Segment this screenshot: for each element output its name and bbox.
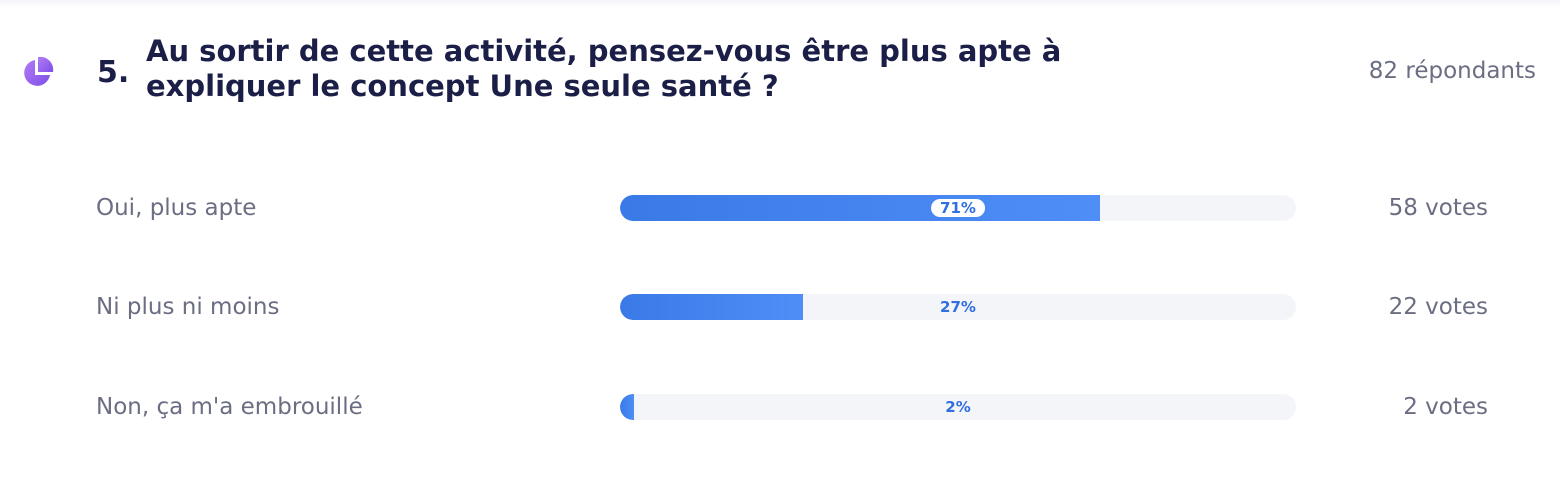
option-label: Oui, plus apte [96,195,257,221]
result-row: Oui, plus apte 71% 58 votes [0,188,1560,228]
bar-track: 71% [620,195,1296,221]
result-row: Non, ça m'a embrouillé 2% 2 votes [0,387,1560,427]
bar-fill [620,394,634,420]
percentage-label: 2% [945,398,971,416]
result-row: Ni plus ni moins 27% 22 votes [0,287,1560,327]
bar-track: 27% [620,294,1296,320]
card-top-edge [0,0,1560,8]
bar-track: 2% [620,394,1296,420]
vote-count: 2 votes [1403,394,1488,420]
bar-fill [620,294,803,320]
pie-chart-icon [24,56,54,86]
respondents-count: 82 répondants [1368,58,1536,84]
vote-count: 22 votes [1388,294,1488,320]
option-label: Ni plus ni moins [96,294,280,320]
question-title: Au sortir de cette activité, pensez-vous… [146,34,1062,103]
vote-count: 58 votes [1388,195,1488,221]
question-number: 5. [97,55,130,90]
option-label: Non, ça m'a embrouillé [96,394,363,420]
percentage-label: 27% [940,298,976,316]
bar-fill [620,195,1100,221]
percentage-label: 71% [931,199,985,217]
